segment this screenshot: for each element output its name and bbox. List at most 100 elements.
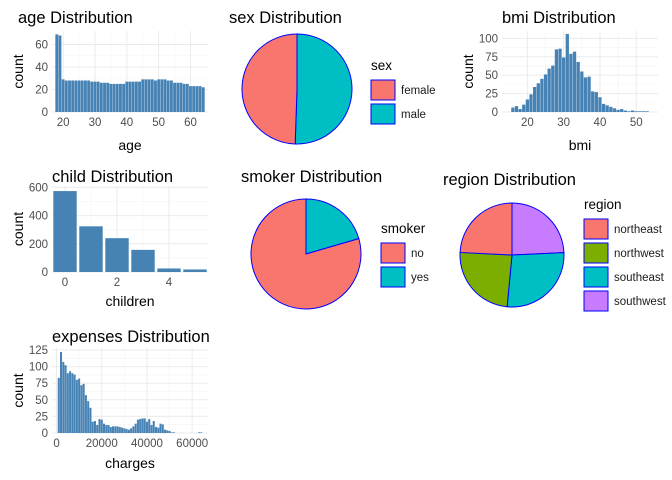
bar (173, 432, 176, 433)
x-tick-label: 20000 (86, 438, 118, 450)
bar (66, 373, 69, 433)
bar (630, 110, 635, 112)
bar (131, 81, 135, 112)
pie-slice-no (250, 198, 362, 310)
bar (514, 106, 519, 112)
bar (154, 427, 158, 433)
x-tick-label: 60 (184, 117, 197, 129)
bar (98, 419, 101, 433)
x-tick-label: 0 (62, 277, 68, 289)
x-axis-label: bmi (569, 137, 592, 153)
bar (125, 429, 128, 433)
bar (74, 80, 78, 112)
x-tick-label: 30 (89, 117, 102, 129)
pie-slice-northeast (459, 202, 513, 256)
x-tick-label: 60000 (176, 438, 208, 450)
y-tick-label: 125 (29, 345, 48, 357)
bar (522, 104, 526, 112)
legend-label: yes (411, 272, 429, 284)
y-tick-label: 200 (29, 239, 48, 251)
bar (601, 103, 606, 112)
bar (543, 74, 548, 112)
bar (525, 99, 530, 112)
bar (118, 427, 121, 433)
bar (620, 109, 624, 112)
bar (131, 249, 155, 272)
legend-label: no (411, 248, 424, 260)
bar (136, 419, 139, 433)
bar (87, 401, 90, 433)
y-tick-label: 0 (42, 428, 48, 440)
legend-label: northwest (614, 248, 665, 260)
y-tick-label: 0 (42, 267, 48, 279)
y-tick-label: 0 (42, 107, 48, 119)
bar (641, 111, 646, 112)
bar (529, 94, 533, 112)
bar (90, 81, 94, 112)
bar (64, 365, 67, 433)
sex-chart: sex Distribution sex female male (229, 9, 436, 145)
bar (154, 80, 157, 112)
bar (93, 81, 97, 112)
bar (119, 83, 122, 112)
bar (201, 87, 205, 112)
bar (96, 81, 100, 112)
y-tick-label: 400 (29, 211, 48, 223)
bar (166, 80, 170, 112)
bar (109, 83, 113, 112)
legend-key (583, 290, 609, 312)
bar (565, 33, 569, 113)
bar (623, 110, 627, 112)
bar (79, 226, 103, 272)
x-tick-label: 40 (120, 117, 133, 129)
legend-label: southwest (614, 296, 667, 308)
bar (189, 86, 192, 112)
chart-title: age Distribution (18, 9, 133, 27)
legend-title: region (584, 197, 622, 212)
pie-slice-male (294, 33, 353, 145)
legend-label: southeast (614, 272, 665, 284)
bar (134, 423, 137, 433)
legend-title: smoker (381, 221, 426, 236)
bar (121, 427, 124, 433)
bar (148, 419, 151, 433)
bar (168, 431, 171, 433)
bar (580, 71, 584, 112)
bar (87, 80, 91, 112)
bar (143, 418, 146, 433)
x-axis-label: children (105, 293, 154, 309)
bar (123, 428, 126, 433)
chart-title: sex Distribution (229, 9, 342, 27)
y-tick-label: 600 (29, 182, 48, 194)
bar (105, 238, 129, 272)
bar (61, 79, 65, 112)
legend-key (583, 242, 609, 264)
bar (533, 86, 537, 112)
bar (166, 430, 169, 433)
bar (161, 424, 164, 433)
age-chart: 20 30 40 50 60 0 20 40 60 age Distribution age coun… (10, 9, 208, 153)
bar (60, 351, 63, 433)
bar (93, 421, 96, 433)
bar (147, 79, 151, 112)
bar (105, 425, 108, 433)
bar (182, 83, 186, 112)
bar (127, 429, 130, 433)
bar (170, 432, 173, 433)
bar (144, 79, 148, 112)
y-tick-label: 0 (492, 107, 498, 119)
y-axis-label: count (460, 54, 476, 88)
bar (169, 80, 173, 112)
chart-title: bmi Distribution (502, 9, 616, 27)
bar (71, 80, 75, 112)
pie-slice-female (241, 33, 298, 145)
bar (562, 57, 566, 112)
legend-key (583, 218, 609, 240)
bar (100, 419, 103, 433)
bar (128, 81, 132, 112)
pie-slice-northwest (459, 251, 513, 308)
chart-title: smoker Distribution (241, 168, 382, 186)
bar (197, 432, 200, 433)
x-axis-label: age (118, 137, 142, 153)
x-tick-label: 40000 (131, 438, 163, 450)
